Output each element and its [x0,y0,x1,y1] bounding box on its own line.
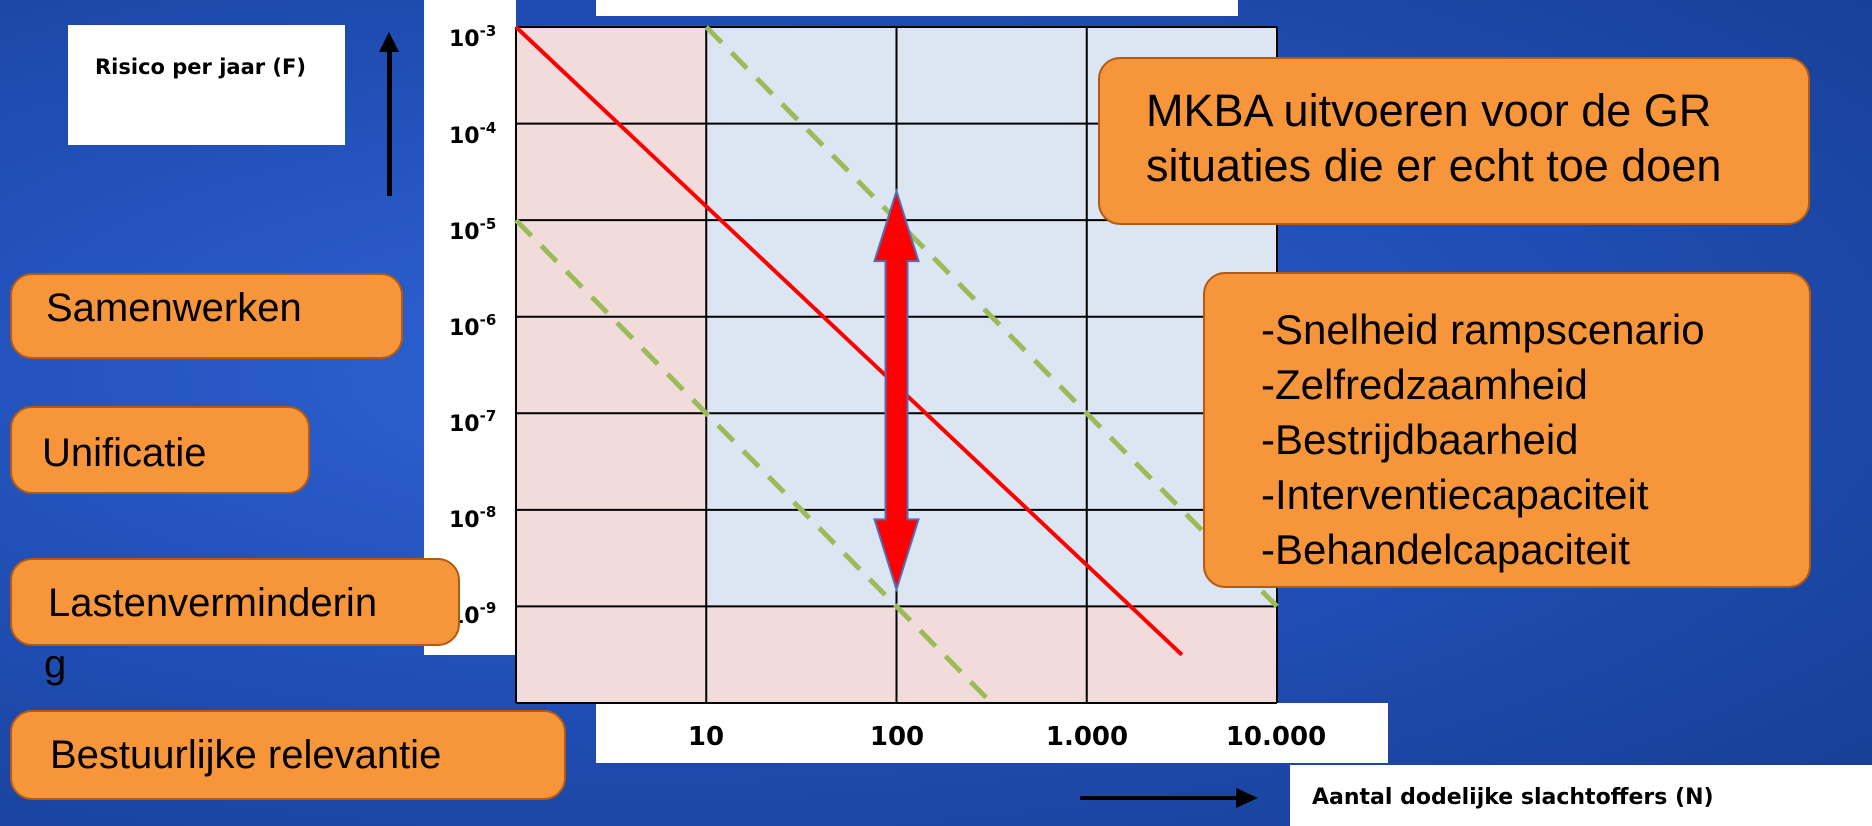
lastenvermindering-label: Lastenverminderin [10,558,460,646]
mkba-line: MKBA uitvoeren voor de GR [1146,83,1808,138]
plot-region [516,27,706,703]
plot-region [706,606,1277,703]
factor-item: -Behandelcapaciteit [1261,522,1809,577]
unificatie-label: Unificatie [10,406,310,494]
samenwerken-label: Samenwerken [10,273,403,359]
factors-annotation: -Snelheid rampscenario -Zelfredzaamheid … [1203,272,1811,588]
factor-item: -Snelheid rampscenario [1261,302,1809,357]
lastenvermindering-overflow: g [44,642,66,687]
factor-item: -Bestrijdbaarheid [1261,412,1809,467]
mkba-line: situaties die er echt toe doen [1146,138,1808,193]
mkba-annotation: MKBA uitvoeren voor de GR situaties die … [1098,57,1810,225]
bestuurlijk-label: Bestuurlijke relevantie [10,710,566,800]
factor-item: -Interventiecapaciteit [1261,467,1809,522]
factor-item: -Zelfredzaamheid [1261,357,1809,412]
